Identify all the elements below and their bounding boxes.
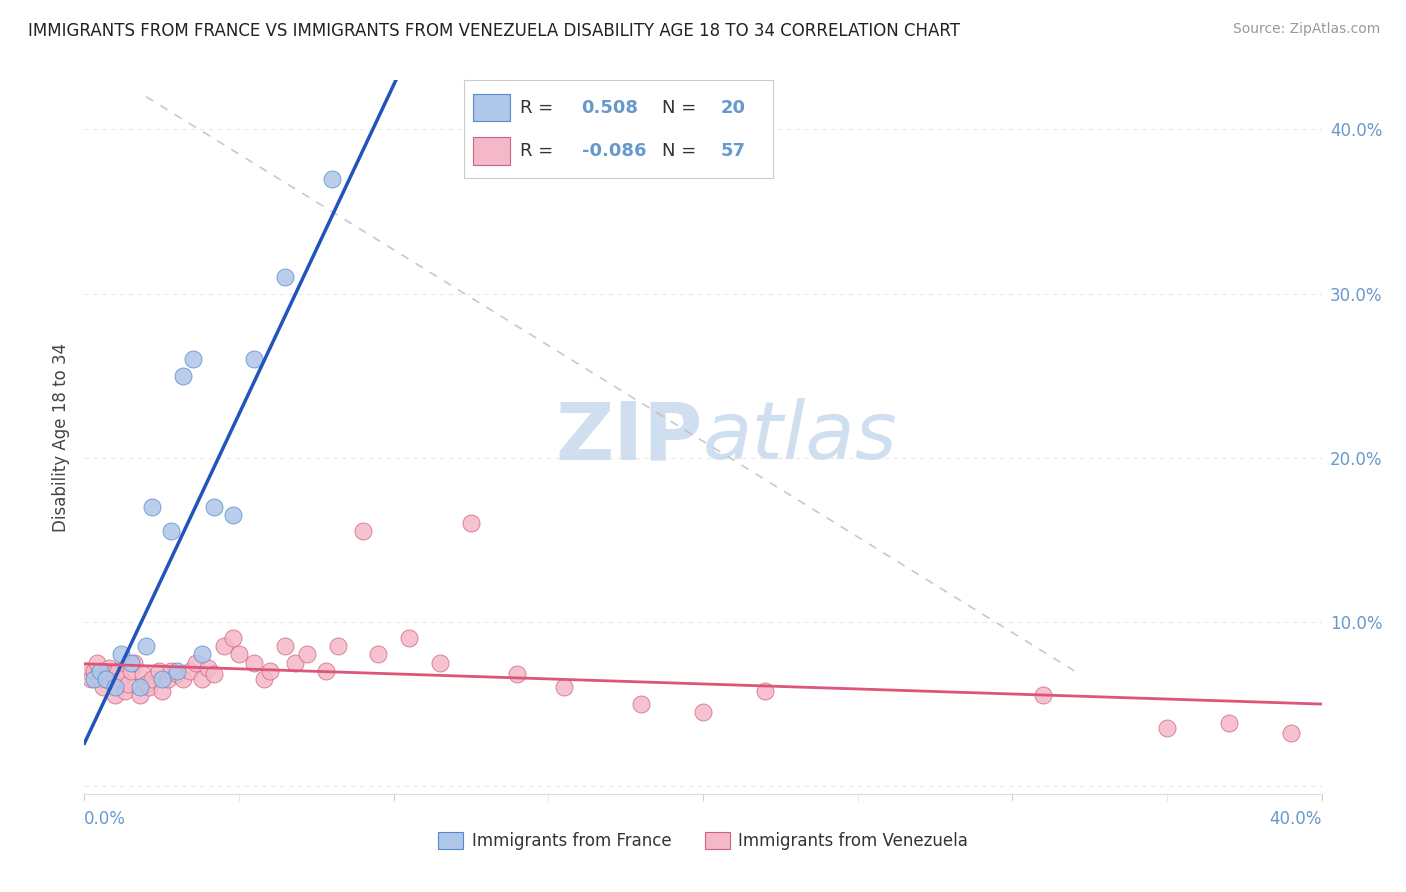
Point	[460, 516, 482, 531]
Point	[274, 639, 297, 653]
Point	[228, 648, 250, 662]
Point	[243, 656, 266, 670]
Text: 40.0%: 40.0%	[1270, 810, 1322, 828]
Point	[107, 664, 129, 678]
Point	[141, 672, 163, 686]
Text: IMMIGRANTS FROM FRANCE VS IMMIGRANTS FROM VENEZUELA DISABILITY AGE 18 TO 34 CORR: IMMIGRANTS FROM FRANCE VS IMMIGRANTS FRO…	[28, 22, 960, 40]
Point	[94, 672, 117, 686]
Point	[1032, 689, 1054, 703]
Point	[156, 672, 179, 686]
Point	[754, 683, 776, 698]
Point	[110, 672, 132, 686]
Y-axis label: Disability Age 18 to 34: Disability Age 18 to 34	[52, 343, 70, 532]
Point	[86, 656, 108, 670]
Point	[117, 677, 139, 691]
Text: R =: R =	[520, 99, 558, 117]
Point	[692, 705, 714, 719]
Point	[212, 639, 235, 653]
Point	[243, 352, 266, 367]
Point	[110, 648, 132, 662]
Point	[506, 667, 529, 681]
Point	[184, 656, 207, 670]
Point	[76, 664, 98, 678]
Point	[321, 171, 343, 186]
Point	[172, 672, 194, 686]
Point	[89, 672, 111, 686]
Point	[1218, 716, 1240, 731]
Legend: Immigrants from France, Immigrants from Venezuela: Immigrants from France, Immigrants from …	[432, 825, 974, 857]
Point	[166, 667, 188, 681]
Point	[1156, 721, 1178, 735]
Point	[135, 677, 157, 691]
Point	[150, 683, 173, 698]
Point	[172, 368, 194, 383]
Text: N =: N =	[662, 142, 702, 160]
Point	[120, 664, 142, 678]
Text: 57: 57	[721, 142, 745, 160]
Point	[222, 508, 245, 522]
Point	[191, 648, 214, 662]
Point	[120, 656, 142, 670]
Point	[83, 672, 105, 686]
Point	[202, 667, 225, 681]
FancyBboxPatch shape	[474, 94, 510, 121]
Point	[315, 664, 337, 678]
Point	[160, 664, 183, 678]
Point	[94, 672, 117, 686]
Point	[197, 660, 219, 674]
Point	[222, 631, 245, 645]
Text: N =: N =	[662, 99, 702, 117]
Point	[398, 631, 420, 645]
Point	[166, 664, 188, 678]
Point	[114, 683, 136, 698]
Point	[79, 672, 101, 686]
Point	[89, 664, 111, 678]
Point	[1279, 726, 1302, 740]
Point	[104, 689, 127, 703]
Point	[630, 697, 652, 711]
Point	[141, 500, 163, 514]
Point	[284, 656, 307, 670]
Point	[150, 672, 173, 686]
Point	[129, 680, 152, 694]
Text: 20: 20	[721, 99, 745, 117]
Point	[295, 648, 318, 662]
Point	[132, 667, 155, 681]
Point	[352, 524, 374, 539]
Point	[160, 524, 183, 539]
Point	[253, 672, 276, 686]
Point	[191, 672, 214, 686]
Point	[429, 656, 451, 670]
Text: ZIP: ZIP	[555, 398, 703, 476]
Text: 0.0%: 0.0%	[84, 810, 127, 828]
Point	[148, 664, 170, 678]
Text: Source: ZipAtlas.com: Source: ZipAtlas.com	[1233, 22, 1381, 37]
Point	[135, 639, 157, 653]
Text: atlas: atlas	[703, 398, 898, 476]
FancyBboxPatch shape	[474, 137, 510, 165]
Point	[274, 270, 297, 285]
Point	[129, 689, 152, 703]
Point	[101, 667, 124, 681]
Point	[122, 656, 145, 670]
Point	[367, 648, 389, 662]
Text: R =: R =	[520, 142, 558, 160]
Point	[181, 352, 204, 367]
Text: 0.508: 0.508	[582, 99, 638, 117]
Point	[326, 639, 349, 653]
Text: -0.086: -0.086	[582, 142, 645, 160]
Point	[179, 664, 201, 678]
Point	[83, 664, 105, 678]
Point	[98, 660, 121, 674]
Point	[202, 500, 225, 514]
Point	[104, 680, 127, 694]
Point	[91, 680, 114, 694]
Point	[553, 680, 575, 694]
Point	[259, 664, 281, 678]
Point	[138, 680, 160, 694]
